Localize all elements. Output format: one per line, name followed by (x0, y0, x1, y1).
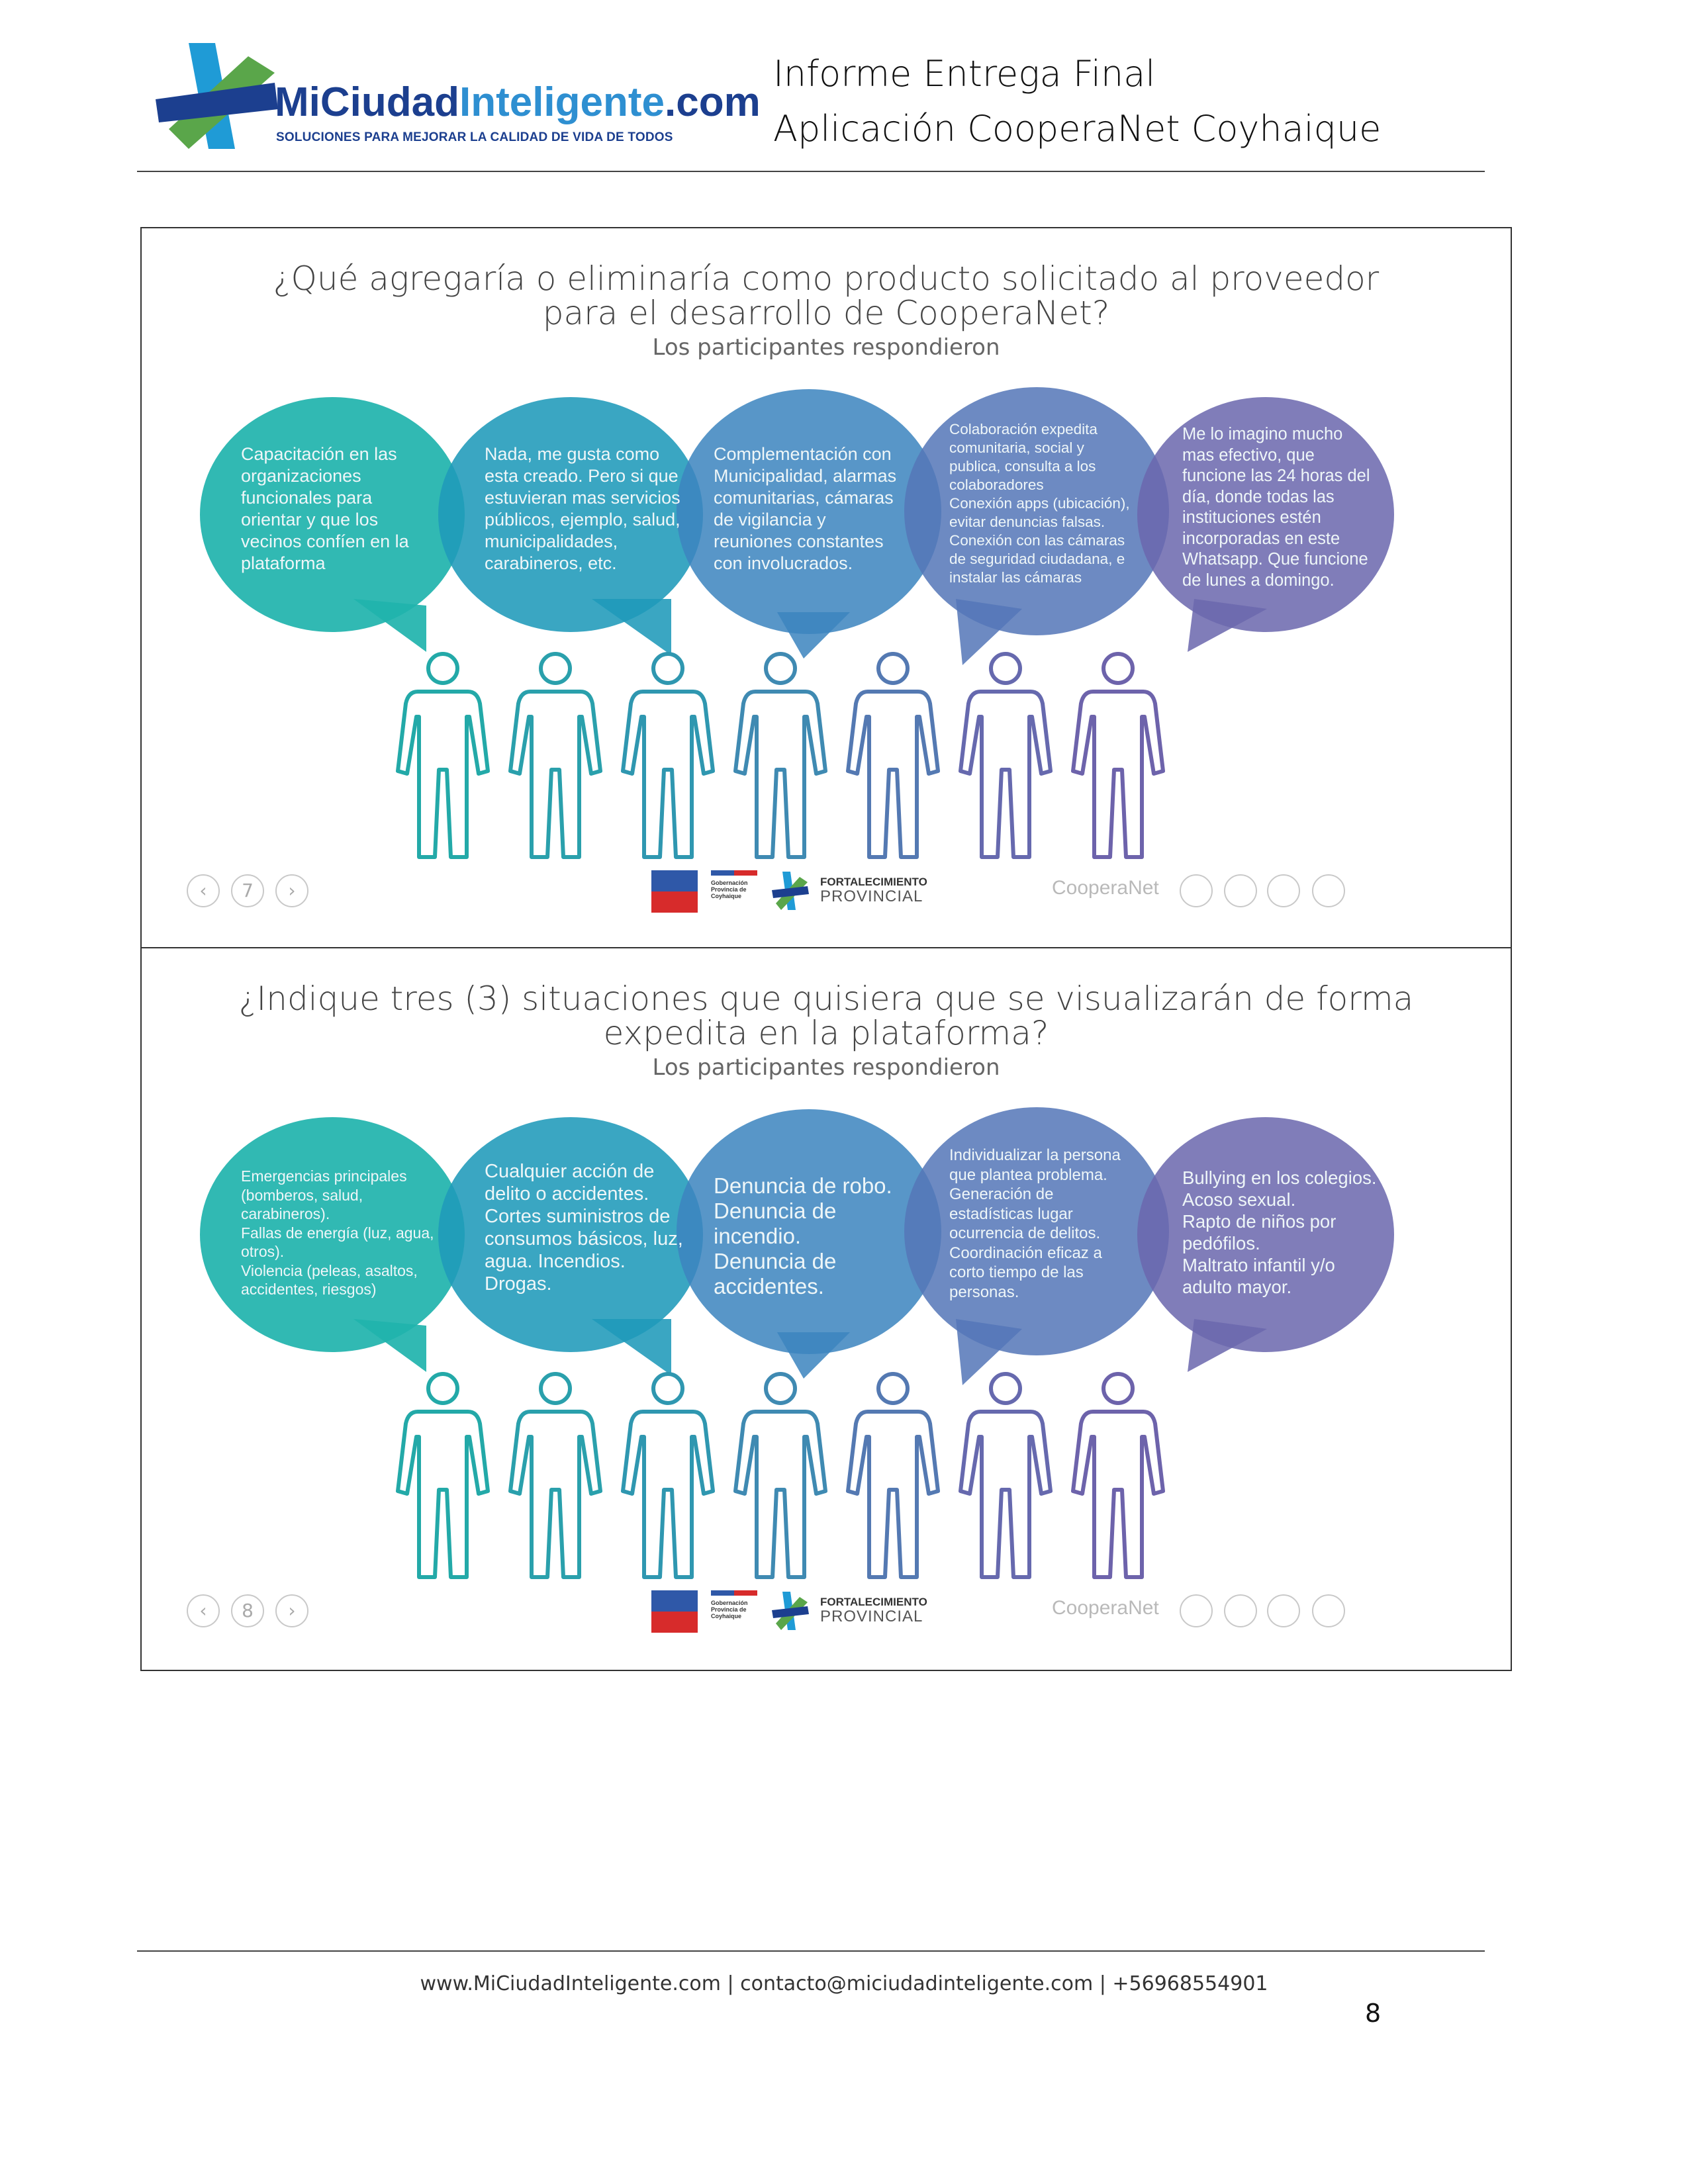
bubble-text-2: Nada, me gusta como esta creado. Pero si… (485, 444, 680, 573)
footer-contact: www.MiCiudadInteligente.com | contacto@m… (420, 1972, 1268, 1995)
bubble-text-3: Denuncia de robo. Denuncia de incendio. … (714, 1173, 892, 1298)
page-number: 8 (1365, 1999, 1382, 2028)
program-title-2: PROVINCIAL (820, 1608, 923, 1625)
company-logo: MiCiudadInteligente.com SOLUCIONES PARA … (149, 36, 761, 162)
participants-group (396, 652, 1165, 859)
person-icon (1071, 652, 1165, 859)
speech-bubble-3 (677, 389, 941, 634)
person-icon (846, 1372, 940, 1579)
bubble-text-4: Colaboración expedita comunitaria, socia… (949, 421, 1130, 586)
page-indicator: 7 (231, 874, 264, 907)
footer-divider (137, 1950, 1485, 1952)
bubble-text-2: Cualquier acción de delito o accidentes.… (485, 1161, 683, 1295)
logo-tagline: SOLUCIONES PARA MEJORAR LA CALIDAD DE VI… (276, 130, 673, 144)
slide-question: ¿Qué agregaría o eliminaría como product… (273, 259, 1380, 332)
gobernacion-logo (711, 1590, 757, 1596)
person-icon (508, 1372, 602, 1579)
speech-bubble-1 (200, 1117, 465, 1352)
slide-subtitle: Los participantes respondieron (652, 1054, 1000, 1081)
slide-question: ¿Indique tres (3) situaciones que quisie… (238, 979, 1414, 1052)
bubble-text-1: Capacitación en las organizaciones funci… (241, 444, 409, 573)
person-icon (508, 652, 602, 859)
report-title: Informe Entrega Final (773, 53, 1156, 95)
bubble-text-1: Emergencias principales (bomberos, salud… (241, 1167, 434, 1298)
gobernacion-label: Gobernación Provincia de Coyhaique (711, 880, 748, 899)
bubble-text-3: Complementación con Municipalidad, alarm… (714, 444, 897, 573)
speech-bubble-2 (438, 1117, 703, 1352)
person-icon (396, 652, 490, 859)
participants-group (396, 1372, 1165, 1579)
person-icon (846, 652, 940, 859)
person-icon (1071, 1372, 1165, 1579)
person-icon (959, 652, 1053, 859)
person-icon (959, 1372, 1053, 1579)
government-shield-icon (651, 1590, 698, 1633)
tablet-icon[interactable] (1267, 1594, 1300, 1627)
group-icon[interactable] (1312, 874, 1345, 907)
bubble-tails (353, 599, 1267, 665)
program-title-1: FORTALECIMIENTO (820, 1596, 927, 1608)
brand-name: CooperaNet (1052, 1597, 1159, 1619)
person-icon (733, 1372, 827, 1579)
speech-bubble-4 (904, 387, 1169, 635)
speech-bubble-5 (1137, 397, 1394, 632)
monitor-icon[interactable] (1224, 1594, 1257, 1627)
person-icon (396, 1372, 490, 1579)
program-title-2: PROVINCIAL (820, 887, 923, 905)
speech-bubble-5 (1137, 1117, 1394, 1352)
tablet-icon[interactable] (1267, 874, 1300, 907)
slide-8: ¿Indique tres (3) situaciones que quisie… (140, 947, 1512, 1671)
bubble-text-5: Me lo imagino mucho mas efectivo, que fu… (1182, 425, 1370, 590)
speech-bubble-1 (200, 397, 465, 632)
document-icon[interactable] (1180, 1594, 1213, 1627)
next-slide-button[interactable]: › (275, 1594, 308, 1627)
gobernacion-label: Gobernación Provincia de Coyhaique (711, 1600, 748, 1619)
next-slide-button[interactable]: › (275, 874, 308, 907)
bubble-text-5: Bullying en los colegios. Acoso sexual. … (1182, 1167, 1377, 1297)
person-icon (733, 652, 827, 859)
prev-slide-button[interactable]: ‹ (187, 1594, 220, 1627)
gobernacion-logo (711, 870, 757, 876)
miciudad-mark-icon (771, 1590, 810, 1633)
bubble-text-4: Individualizar la persona que plantea pr… (949, 1146, 1121, 1301)
bubble-tails (353, 1319, 1267, 1385)
speech-bubble-4 (904, 1107, 1169, 1355)
speech-bubble-3 (677, 1109, 941, 1354)
government-shield-icon (651, 870, 698, 913)
logo-wordmark: MiCiudadInteligente.com (275, 79, 761, 125)
person-icon (621, 1372, 715, 1579)
document-icon[interactable] (1180, 874, 1213, 907)
slide-7: ¿Qué agregaría o eliminaría como product… (140, 227, 1512, 951)
logo-cross-icon (156, 43, 278, 149)
speech-bubble-2 (438, 397, 703, 632)
program-title-1: FORTALECIMIENTO (820, 876, 927, 888)
page-indicator: 8 (231, 1594, 264, 1627)
group-icon[interactable] (1312, 1594, 1345, 1627)
slide-subtitle: Los participantes respondieron (652, 334, 1000, 361)
report-subtitle: Aplicación CooperaNet Coyhaique (773, 108, 1382, 150)
prev-slide-button[interactable]: ‹ (187, 874, 220, 907)
brand-name: CooperaNet (1052, 877, 1159, 899)
miciudad-mark-icon (771, 870, 810, 913)
monitor-icon[interactable] (1224, 874, 1257, 907)
person-icon (621, 652, 715, 859)
header-divider (137, 171, 1485, 172)
